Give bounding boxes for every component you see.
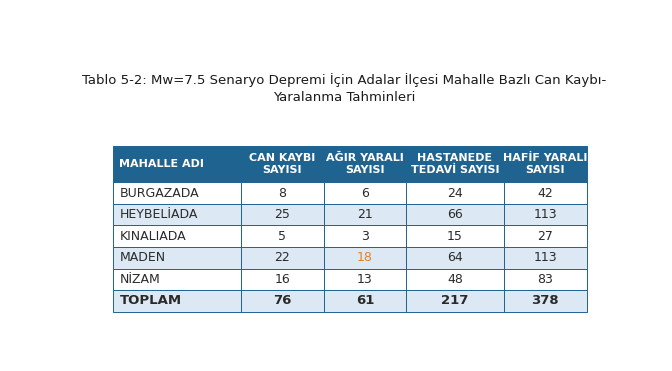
Text: 22: 22 [274, 251, 290, 264]
Text: 21: 21 [357, 208, 373, 221]
Text: HASTANEDE
TEDAVİ SAYISI: HASTANEDE TEDAVİ SAYISI [411, 153, 499, 175]
Text: 61: 61 [355, 294, 374, 307]
Bar [407, 269, 503, 290]
Text: 16: 16 [274, 273, 290, 286]
Bar [241, 183, 323, 204]
Text: 378: 378 [532, 294, 559, 307]
Bar [113, 204, 241, 226]
Bar [503, 146, 587, 183]
Bar [241, 226, 323, 247]
Text: 3: 3 [361, 230, 369, 243]
Text: TOPLAM: TOPLAM [120, 294, 181, 307]
Bar [113, 290, 241, 312]
Bar [407, 183, 503, 204]
Text: HAFİF YARALI
SAYISI: HAFİF YARALI SAYISI [503, 153, 587, 175]
Bar [241, 204, 323, 226]
Text: 66: 66 [447, 208, 463, 221]
Bar [241, 247, 323, 269]
Text: MAHALLE ADI: MAHALLE ADI [120, 159, 204, 169]
Text: BURGAZADA: BURGAZADA [120, 187, 199, 200]
Bar [241, 269, 323, 290]
Bar [113, 247, 241, 269]
Bar [407, 290, 503, 312]
Text: MADEN: MADEN [120, 251, 165, 264]
Text: 76: 76 [273, 294, 291, 307]
Bar [241, 290, 323, 312]
Text: 48: 48 [447, 273, 463, 286]
Text: 13: 13 [357, 273, 373, 286]
Text: 8: 8 [278, 187, 286, 200]
Text: NİZAM: NİZAM [120, 273, 160, 286]
Text: 113: 113 [534, 208, 557, 221]
Bar [407, 204, 503, 226]
Bar [503, 226, 587, 247]
Bar [323, 290, 407, 312]
Text: 113: 113 [534, 251, 557, 264]
Bar [113, 146, 241, 183]
Bar [407, 146, 503, 183]
Bar [407, 226, 503, 247]
Bar [323, 204, 407, 226]
Text: HEYBELİADA: HEYBELİADA [120, 208, 198, 221]
Bar [503, 204, 587, 226]
Bar [323, 183, 407, 204]
Bar [407, 247, 503, 269]
Text: 24: 24 [447, 187, 463, 200]
Text: 83: 83 [537, 273, 553, 286]
Bar [113, 269, 241, 290]
Text: 15: 15 [447, 230, 463, 243]
Text: KINALIADA: KINALIADA [120, 230, 186, 243]
Bar [241, 146, 323, 183]
Text: 42: 42 [537, 187, 553, 200]
Text: 25: 25 [274, 208, 290, 221]
Bar [323, 269, 407, 290]
Text: CAN KAYBI
SAYISI: CAN KAYBI SAYISI [249, 153, 315, 175]
Text: 64: 64 [447, 251, 463, 264]
Bar [323, 247, 407, 269]
Bar [323, 226, 407, 247]
Text: 217: 217 [442, 294, 469, 307]
Text: 6: 6 [361, 187, 369, 200]
Text: 18: 18 [357, 251, 373, 264]
Text: 5: 5 [278, 230, 286, 243]
Bar [503, 183, 587, 204]
Bar [503, 247, 587, 269]
Bar [323, 146, 407, 183]
Bar [503, 290, 587, 312]
Text: AĞIR YARALI
SAYISI: AĞIR YARALI SAYISI [326, 153, 404, 175]
Bar [113, 183, 241, 204]
Text: Tablo 5-2: Mw=7.5 Senaryo Depremi İçin Adalar İlçesi Mahalle Bazlı Can Kaybı-
Ya: Tablo 5-2: Mw=7.5 Senaryo Depremi İçin A… [82, 73, 607, 104]
Bar [503, 269, 587, 290]
Text: 27: 27 [537, 230, 553, 243]
Bar [113, 226, 241, 247]
